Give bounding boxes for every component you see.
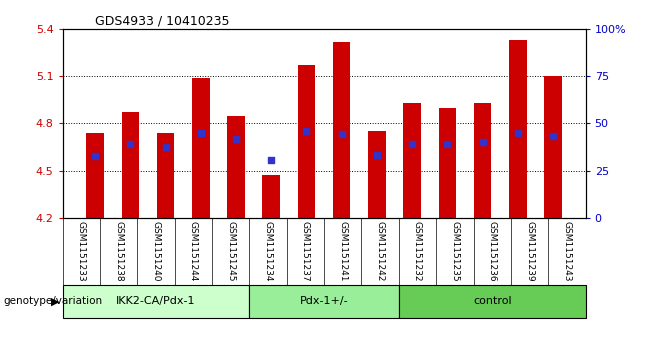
Point — [547, 133, 558, 139]
Bar — [192, 78, 210, 218]
Point — [90, 154, 101, 159]
Text: Pdx-1+/-: Pdx-1+/- — [300, 296, 348, 306]
Text: GSM1151245: GSM1151245 — [226, 221, 235, 282]
Bar — [249, 285, 399, 318]
Text: GSM1151244: GSM1151244 — [189, 221, 198, 282]
Point — [513, 130, 523, 136]
Text: control: control — [473, 296, 511, 306]
Bar — [474, 103, 492, 218]
Bar — [86, 133, 104, 218]
Point — [477, 139, 488, 145]
Text: GSM1151242: GSM1151242 — [376, 221, 385, 282]
Bar — [509, 40, 526, 218]
Bar — [157, 133, 174, 218]
Text: GSM1151239: GSM1151239 — [525, 221, 534, 282]
Text: IKK2-CA/Pdx-1: IKK2-CA/Pdx-1 — [116, 296, 195, 306]
Point — [407, 141, 417, 147]
Text: GSM1151243: GSM1151243 — [563, 221, 571, 282]
Text: GSM1151237: GSM1151237 — [301, 221, 310, 282]
Text: GSM1151236: GSM1151236 — [488, 221, 497, 282]
Bar — [403, 103, 421, 218]
Text: GSM1151232: GSM1151232 — [413, 221, 422, 282]
Point — [372, 152, 382, 158]
Bar — [333, 42, 351, 218]
Bar — [399, 285, 586, 318]
Bar — [544, 76, 562, 218]
Point — [125, 141, 136, 147]
Text: GSM1151241: GSM1151241 — [338, 221, 347, 282]
Text: GSM1151235: GSM1151235 — [450, 221, 459, 282]
Text: ▶: ▶ — [51, 296, 59, 306]
Bar — [227, 115, 245, 218]
Point — [301, 129, 312, 134]
Text: GSM1151240: GSM1151240 — [151, 221, 161, 282]
Point — [195, 130, 206, 136]
Point — [161, 144, 171, 150]
Bar — [63, 285, 249, 318]
Text: GSM1151238: GSM1151238 — [114, 221, 123, 282]
Text: GDS4933 / 10410235: GDS4933 / 10410235 — [95, 15, 230, 28]
Point — [442, 141, 453, 147]
Text: GSM1151233: GSM1151233 — [77, 221, 86, 282]
Bar — [122, 113, 139, 218]
Point — [266, 157, 276, 163]
Point — [231, 136, 241, 142]
Bar — [368, 131, 386, 218]
Bar — [263, 175, 280, 218]
Bar — [297, 65, 315, 218]
Text: GSM1151234: GSM1151234 — [263, 221, 272, 282]
Text: genotype/variation: genotype/variation — [3, 296, 103, 306]
Point — [336, 131, 347, 137]
Bar — [438, 108, 456, 218]
